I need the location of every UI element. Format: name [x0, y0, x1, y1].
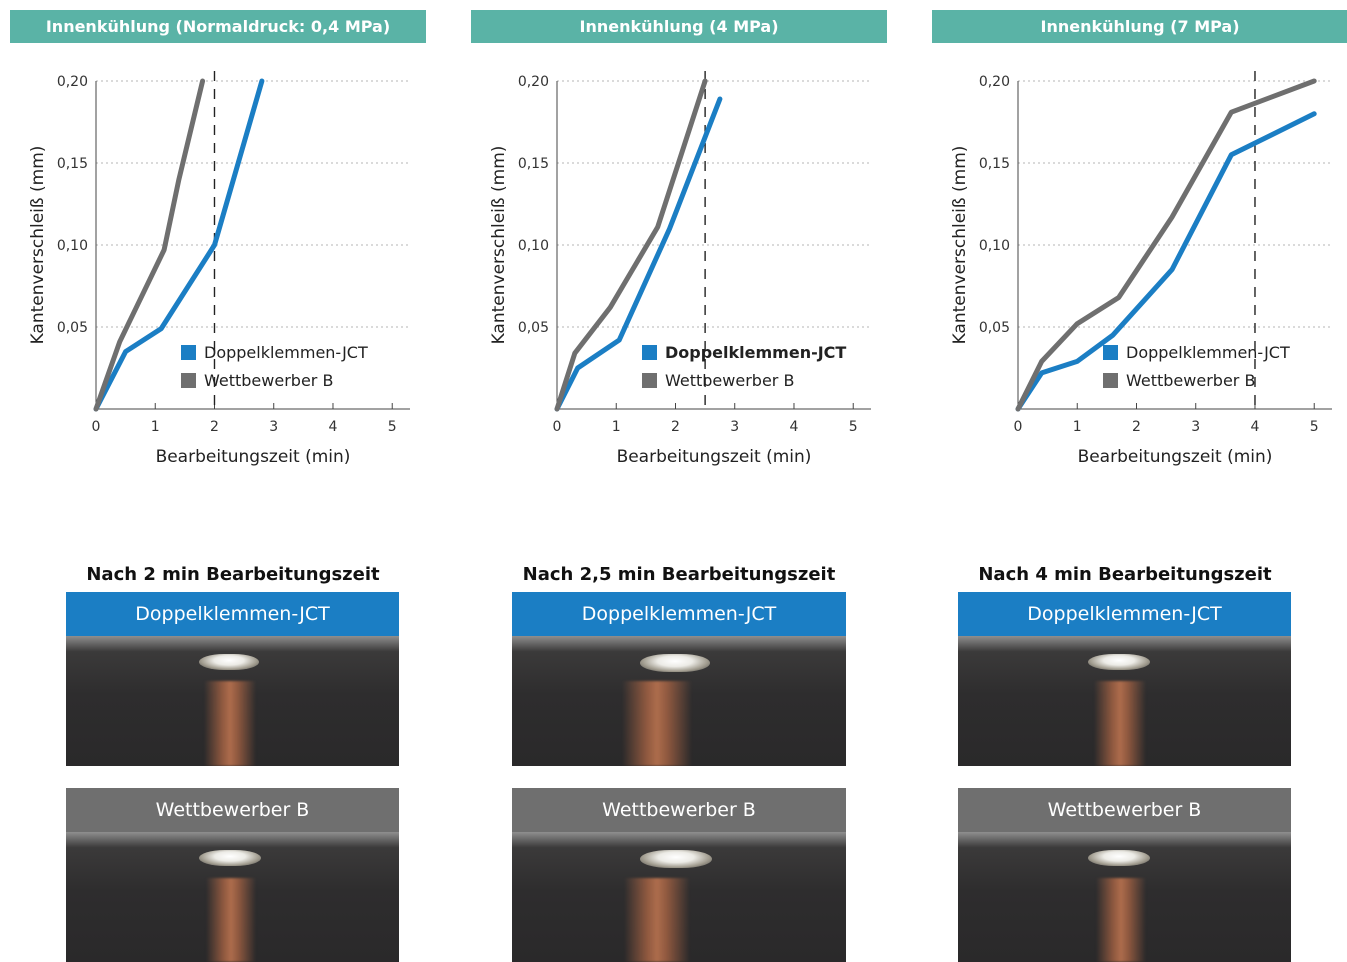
x-tick-label: 3 — [269, 419, 278, 435]
photo-column-2: Nach 2,5 min Bearbeitungszeit Doppelklem… — [454, 558, 904, 962]
y-tick-label: 0,20 — [57, 74, 88, 90]
x-tick-label: 4 — [1251, 419, 1260, 435]
x-tick-label: 4 — [790, 419, 799, 435]
x-axis-label: Bearbeitungszeit (min) — [1078, 447, 1273, 467]
x-tick-label: 1 — [151, 419, 160, 435]
series-line — [93, 78, 206, 412]
y-axis-label: Kantenverschleiß (mm) — [28, 146, 48, 345]
jct-label-bar: Doppelklemmen-JCT — [512, 592, 846, 636]
legend-label: Doppelklemmen-JCT — [204, 343, 368, 362]
chart-panel-1: Innenkühlung (Normaldruck: 0,4 MPa) 0,05… — [10, 0, 426, 480]
chart-title: Innenkühlung (Normaldruck: 0,4 MPa) — [10, 10, 426, 43]
legend-swatch — [642, 373, 657, 388]
photo-column-3: Nach 4 min Bearbeitungszeit Doppelklemme… — [900, 558, 1347, 962]
y-tick-label: 0,05 — [57, 320, 88, 336]
y-tick-label: 0,10 — [979, 238, 1010, 254]
legend-swatch — [1103, 373, 1118, 388]
photo-column-title: Nach 2 min Bearbeitungszeit — [86, 564, 380, 585]
legend-label: Wettbewerber B — [1126, 371, 1255, 390]
x-axis-label: Bearbeitungszeit (min) — [156, 447, 351, 467]
chart-panel-3: Innenkühlung (7 MPa) 0,05 0,10 0,15 0,20 0 1 2… — [932, 0, 1347, 480]
x-tick-label: 2 — [1132, 419, 1141, 435]
x-tick-label: 1 — [612, 419, 621, 435]
legend-swatch — [181, 373, 196, 388]
wear-chart-4mpa: 0,05 0,10 0,15 0,20 0 1 2 3 4 5 Bearbeitungszeit (… — [489, 71, 871, 467]
y-tick-label: 0,10 — [57, 238, 88, 254]
x-tick-label: 4 — [329, 419, 338, 435]
legend-label: Wettbewerber B — [665, 371, 794, 390]
photo-column-title: Nach 4 min Bearbeitungszeit — [978, 564, 1272, 585]
legend-swatch — [1103, 345, 1118, 360]
chart-panel-2: Innenkühlung (4 MPa) 0,05 0,10 0,15 0,20 0 1 2… — [471, 0, 887, 480]
x-tick-label: 0 — [92, 419, 101, 435]
jct-wear-photo — [66, 636, 399, 766]
wear-chart-7mpa: 0,05 0,10 0,15 0,20 0 1 2 3 4 5 Bearbeitungszeit (… — [950, 71, 1332, 467]
x-tick-label: 1 — [1073, 419, 1082, 435]
y-tick-label: 0,05 — [979, 320, 1010, 336]
y-axis-label: Kantenverschleiß (mm) — [950, 146, 970, 345]
competitor-wear-photo — [512, 832, 846, 962]
y-tick-label: 0,15 — [518, 156, 549, 172]
y-tick-label: 0,15 — [979, 156, 1010, 172]
y-axis-label: Kantenverschleiß (mm) — [489, 146, 509, 345]
x-tick-label: 3 — [730, 419, 739, 435]
jct-wear-photo — [512, 636, 846, 766]
y-tick-label: 0,15 — [57, 156, 88, 172]
chart-title: Innenkühlung (4 MPa) — [471, 10, 887, 43]
x-axis-label: Bearbeitungszeit (min) — [617, 447, 812, 467]
photo-column-title: Nach 2,5 min Bearbeitungszeit — [522, 564, 836, 585]
series-line — [1015, 78, 1317, 412]
competitor-label-bar: Wettbewerber B — [512, 788, 846, 832]
jct-wear-photo — [958, 636, 1291, 766]
x-tick-label: 5 — [1310, 419, 1319, 435]
x-tick-label: 5 — [388, 419, 397, 435]
series-line — [93, 78, 265, 412]
legend-label: Wettbewerber B — [204, 371, 333, 390]
wear-chart-normal-pressure: 0,05 0,10 0,15 0,20 0 1 2 3 4 5 Bearbeitungszeit (… — [28, 71, 410, 467]
y-tick-label: 0,20 — [518, 74, 549, 90]
competitor-wear-photo — [66, 832, 399, 962]
jct-label-bar: Doppelklemmen-JCT — [958, 592, 1291, 636]
legend-label: Doppelklemmen-JCT — [1126, 343, 1290, 362]
legend-swatch — [181, 345, 196, 360]
competitor-wear-photo — [958, 832, 1291, 962]
series-line — [554, 78, 708, 412]
competitor-label-bar: Wettbewerber B — [958, 788, 1291, 832]
series-line — [554, 96, 723, 412]
legend-label: Doppelklemmen-JCT — [665, 343, 846, 362]
competitor-label-bar: Wettbewerber B — [66, 788, 399, 832]
x-tick-label: 3 — [1191, 419, 1200, 435]
series-line — [1015, 111, 1317, 412]
y-tick-label: 0,10 — [518, 238, 549, 254]
x-tick-label: 2 — [671, 419, 680, 435]
x-tick-label: 0 — [1014, 419, 1023, 435]
x-tick-label: 5 — [849, 419, 858, 435]
y-tick-label: 0,20 — [979, 74, 1010, 90]
photo-column-1: Nach 2 min Bearbeitungszeit Doppelklemme… — [8, 558, 458, 962]
jct-label-bar: Doppelklemmen-JCT — [66, 592, 399, 636]
x-tick-label: 0 — [553, 419, 562, 435]
legend-swatch — [642, 345, 657, 360]
chart-title: Innenkühlung (7 MPa) — [932, 10, 1347, 43]
y-tick-label: 0,05 — [518, 320, 549, 336]
x-tick-label: 2 — [210, 419, 219, 435]
